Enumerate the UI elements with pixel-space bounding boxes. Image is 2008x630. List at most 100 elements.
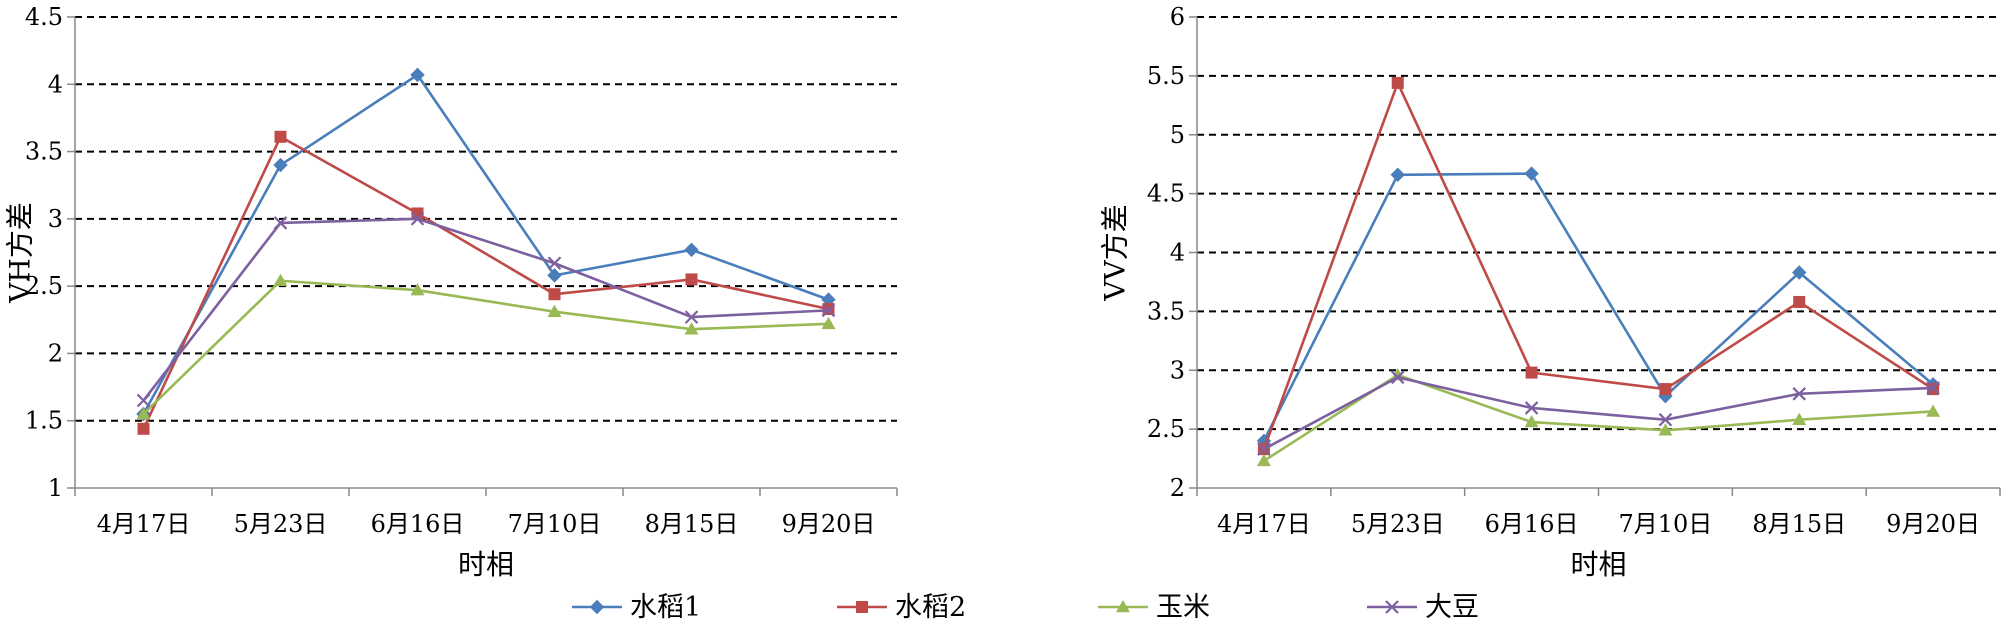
y-tick-label: 4.5 [25,3,63,31]
y-tick-label: 4 [48,70,63,98]
data-point [1525,366,1538,379]
x-tick-label: 9月20日 [1886,510,1980,538]
data-point [274,130,287,143]
series-line [1262,172,1934,442]
data-point [410,283,425,296]
data-point [1658,412,1673,427]
legend: 水稻1 水稻2 玉米 大豆 [572,592,1479,623]
series-line [142,73,829,415]
data-point [547,268,562,283]
y-tick-label: 5.5 [1147,62,1185,90]
y-tick-label: 3 [48,205,63,233]
legend-label: 水稻2 [895,592,966,623]
series-line [1263,373,1934,463]
x-tick-label: 7月10日 [1619,510,1713,538]
chart-1: 1 1.5 2 2.5 3 3.5 4 4.5 4月17日 5月23日 6月16日 7月10日 8月15… [4,3,898,581]
y-tick-label: 1 [48,474,63,502]
y-tick-label: 5 [1170,121,1185,149]
x-tick-label: 7月10日 [508,510,602,538]
y-axis-title: VV方差 [1099,204,1132,301]
data-point [273,157,288,173]
data-point [1658,423,1673,436]
x-tick-label: 5月23日 [234,510,328,538]
data-point [821,316,836,330]
data-point [410,212,425,226]
y-tick-label: 3 [1170,356,1185,384]
data-point [821,303,836,318]
series-line [142,135,829,430]
data-point [685,273,698,286]
series-4 [136,212,836,408]
data-point [1524,401,1539,415]
x-tick-label: 5月23日 [1351,510,1445,538]
data-point [1659,383,1672,396]
data-point [273,216,288,230]
legend-label: 玉米 [1156,592,1210,623]
y-tick-label: 4 [1170,239,1185,267]
data-point [547,304,562,317]
data-point [1792,265,1807,280]
data-point [1792,412,1807,425]
x-tick-label: 8月15日 [645,510,739,538]
legend-item: 水稻2 [837,592,966,623]
data-point [684,322,699,335]
y-tick-label: 2.5 [1147,415,1185,443]
series-line [142,279,829,415]
legend-item: 水稻1 [572,592,701,623]
y-tick-label: 2 [48,339,63,367]
data-point [1926,381,1940,395]
x-tick-label: 4月17日 [1217,510,1311,538]
y-axis-title: VH方差 [4,202,37,304]
legend-marker [1116,600,1130,613]
data-point [410,67,425,83]
legend-label: 大豆 [1425,592,1479,623]
data-point [548,288,561,301]
series-4 [1257,370,1940,456]
data-point [1792,387,1807,401]
data-point [273,273,288,287]
chart-2: 2 2.5 3 3.5 4 4.5 5 5.5 6 4月17日 5月23日 6月16日 7月10日 8月1… [1099,3,2001,581]
x-tick-label: 6月16日 [371,510,465,538]
data-point [136,406,151,420]
data-point [136,393,151,408]
y-tick-label: 2 [1170,474,1185,502]
data-point [1256,453,1271,467]
series-line [1263,376,1934,451]
data-point [137,422,150,435]
data-point [547,256,562,271]
data-point [1926,404,1941,417]
legend-marker [1385,600,1399,614]
y-tick-label: 4.5 [1147,180,1185,208]
y-tick-label: 3.5 [1147,297,1185,325]
y-tick-label: 2.5 [25,272,63,300]
x-axis-title: 时相 [1570,548,1626,581]
series-line [142,217,829,402]
x-axis-title: 时相 [458,548,514,581]
data-point [1793,295,1806,308]
data-point [1391,76,1404,89]
x-tick-label: 8月15日 [1752,510,1846,538]
series-1 [1256,166,1941,449]
data-point [1524,166,1539,181]
legend-marker [856,601,868,613]
legend-item: 玉米 [1098,592,1210,623]
y-tick-label: 1.5 [25,407,63,435]
series-3 [136,273,836,420]
data-point [684,310,699,324]
y-tick-label: 6 [1170,3,1185,31]
series-1 [136,67,836,422]
data-point [684,242,699,258]
data-point [1390,370,1405,385]
data-point [1257,442,1271,456]
series-3 [1256,367,1941,467]
x-tick-label: 6月16日 [1485,510,1579,538]
legend-item: 大豆 [1367,592,1479,623]
y-tick-label: 3.5 [25,138,63,166]
x-tick-label: 4月17日 [97,510,191,538]
legend-marker [589,599,605,615]
legend-label: 水稻1 [630,592,701,623]
data-point [1390,167,1405,182]
x-tick-label: 9月20日 [782,510,876,538]
series-line [1262,81,1934,450]
